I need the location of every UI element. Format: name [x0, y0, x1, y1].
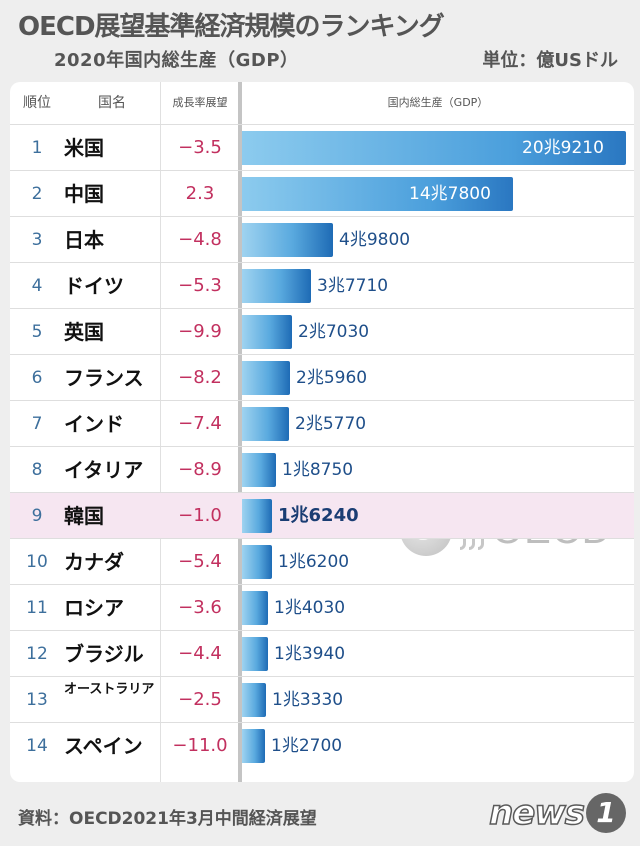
gdp-value-label: 20兆9210: [522, 138, 604, 158]
growth-forecast: −5.4: [178, 551, 222, 572]
country-name: 英国: [64, 320, 104, 344]
gdp-bar: [242, 729, 265, 763]
country-name: 日本: [64, 228, 104, 252]
growth-forecast: −3.6: [178, 597, 222, 618]
country-name: イタリア: [64, 458, 144, 482]
rank-number: 13: [26, 690, 48, 710]
gdp-bar: [242, 545, 272, 579]
table-row: 6 フランス −8.2 2兆5960: [10, 354, 634, 400]
gdp-bar: [242, 315, 292, 349]
table-row: 12 ブラジル −4.4 1兆3940: [10, 630, 634, 676]
news1-logo: news 1: [488, 790, 626, 836]
table-row: 9 韓国 −1.0 1兆6240: [10, 492, 634, 538]
table-row: 1 米国 −3.5 20兆9210: [10, 124, 634, 170]
country-name: カナダ: [64, 550, 124, 574]
gdp-bar: [242, 591, 268, 625]
gdp-bar: [242, 361, 290, 395]
gdp-value-label: 14兆7800: [409, 184, 491, 204]
gdp-bar: [242, 453, 276, 487]
gdp-value-label: 1兆2700: [271, 736, 343, 756]
country-name: 中国: [64, 182, 104, 206]
rank-number: 1: [31, 138, 43, 158]
country-name: ロシア: [64, 596, 124, 620]
gdp-value-label: 1兆4030: [274, 598, 346, 618]
bar-axis-line: [238, 82, 242, 782]
ranking-table: 順位 国名 成長率展望 国内総生産（GDP） OECD 1米国−3.520兆92…: [10, 82, 634, 782]
growth-forecast: −3.5: [178, 137, 222, 158]
column-header-growth: 成長率展望: [172, 96, 228, 109]
growth-forecast: −7.4: [178, 413, 222, 434]
table-row: 5 英国 −9.9 2兆7030: [10, 308, 634, 354]
growth-forecast: −11.0: [172, 735, 228, 756]
rank-number: 10: [26, 552, 48, 572]
rank-number: 2: [31, 184, 43, 204]
table-row: 2 中国 2.3 14兆7800: [10, 170, 634, 216]
rank-number: 3: [31, 230, 43, 250]
table-row: 3 日本 −4.8 4兆9800: [10, 216, 634, 262]
gdp-bar: [242, 223, 333, 257]
rank-number: 7: [31, 414, 43, 434]
growth-forecast: −5.3: [178, 275, 222, 296]
gdp-bar: [242, 269, 311, 303]
source-note: 資料：OECD2021年3月中間経済展望: [18, 809, 317, 829]
rank-number: 14: [26, 736, 48, 756]
rank-number: 5: [31, 322, 43, 342]
table-row: 14 スペイン −11.0 1兆2700: [10, 722, 634, 768]
gdp-bar: [242, 499, 272, 533]
gdp-value-label: 1兆6200: [278, 552, 350, 572]
country-name: スペイン: [64, 734, 143, 758]
rank-number: 11: [26, 598, 48, 618]
growth-forecast: −8.2: [178, 367, 222, 388]
rank-number: 4: [31, 276, 43, 296]
chart-subtitle: 2020年国内総生産（GDP）: [54, 50, 299, 71]
country-name: ブラジル: [64, 642, 144, 666]
logo-number: 1: [586, 793, 626, 833]
gdp-value-label: 1兆8750: [282, 460, 354, 480]
logo-text: news: [488, 792, 585, 834]
rank-number: 9: [31, 506, 43, 526]
table-row: 10 カナダ −5.4 1兆6200: [10, 538, 634, 584]
growth-forecast: −4.4: [178, 643, 222, 664]
table-row: 7 インド −7.4 2兆5770: [10, 400, 634, 446]
growth-forecast: −8.9: [178, 459, 222, 480]
growth-forecast: −9.9: [178, 321, 222, 342]
growth-forecast: −2.5: [178, 689, 222, 710]
country-name: 米国: [64, 136, 104, 160]
country-name: インド: [64, 412, 124, 436]
gdp-value-label: 2兆7030: [298, 322, 370, 342]
gdp-bar: [242, 407, 289, 441]
column-header-gdp: 国内総生産（GDP）: [387, 96, 489, 109]
gdp-bar: [242, 177, 513, 211]
gdp-value-label: 1兆3330: [272, 690, 344, 710]
column-header-country: 国名: [98, 95, 126, 111]
unit-label: 単位：億USドル: [482, 50, 618, 71]
gdp-value-label: 4兆9800: [339, 230, 411, 250]
chart-title: OECD展望基準経済規模のランキング: [18, 12, 445, 42]
country-name: オーストラリア: [64, 682, 155, 697]
column-divider: [160, 82, 161, 782]
rank-number: 12: [26, 644, 48, 664]
gdp-value-label: 1兆3940: [274, 644, 346, 664]
table-row: 13 オーストラリア −2.5 1兆3330: [10, 676, 634, 722]
gdp-bar: [242, 131, 626, 165]
gdp-bar: [242, 683, 266, 717]
rank-number: 6: [31, 368, 43, 388]
table-row: 11 ロシア −3.6 1兆4030: [10, 584, 634, 630]
growth-forecast: −1.0: [178, 505, 222, 526]
growth-forecast: 2.3: [185, 183, 215, 204]
gdp-value-label: 2兆5960: [296, 368, 368, 388]
gdp-bar: [242, 637, 268, 671]
country-name: 韓国: [64, 504, 104, 528]
country-name: ドイツ: [64, 274, 124, 298]
rank-number: 8: [31, 460, 43, 480]
country-name: フランス: [64, 366, 144, 390]
growth-forecast: −4.8: [178, 229, 222, 250]
column-header-rank: 順位: [23, 95, 51, 111]
gdp-value-label: 3兆7710: [317, 276, 389, 296]
gdp-value-label: 2兆5770: [295, 414, 367, 434]
table-row: 8 イタリア −8.9 1兆8750: [10, 446, 634, 492]
gdp-value-label: 1兆6240: [278, 505, 359, 526]
table-row: 4 ドイツ −5.3 3兆7710: [10, 262, 634, 308]
